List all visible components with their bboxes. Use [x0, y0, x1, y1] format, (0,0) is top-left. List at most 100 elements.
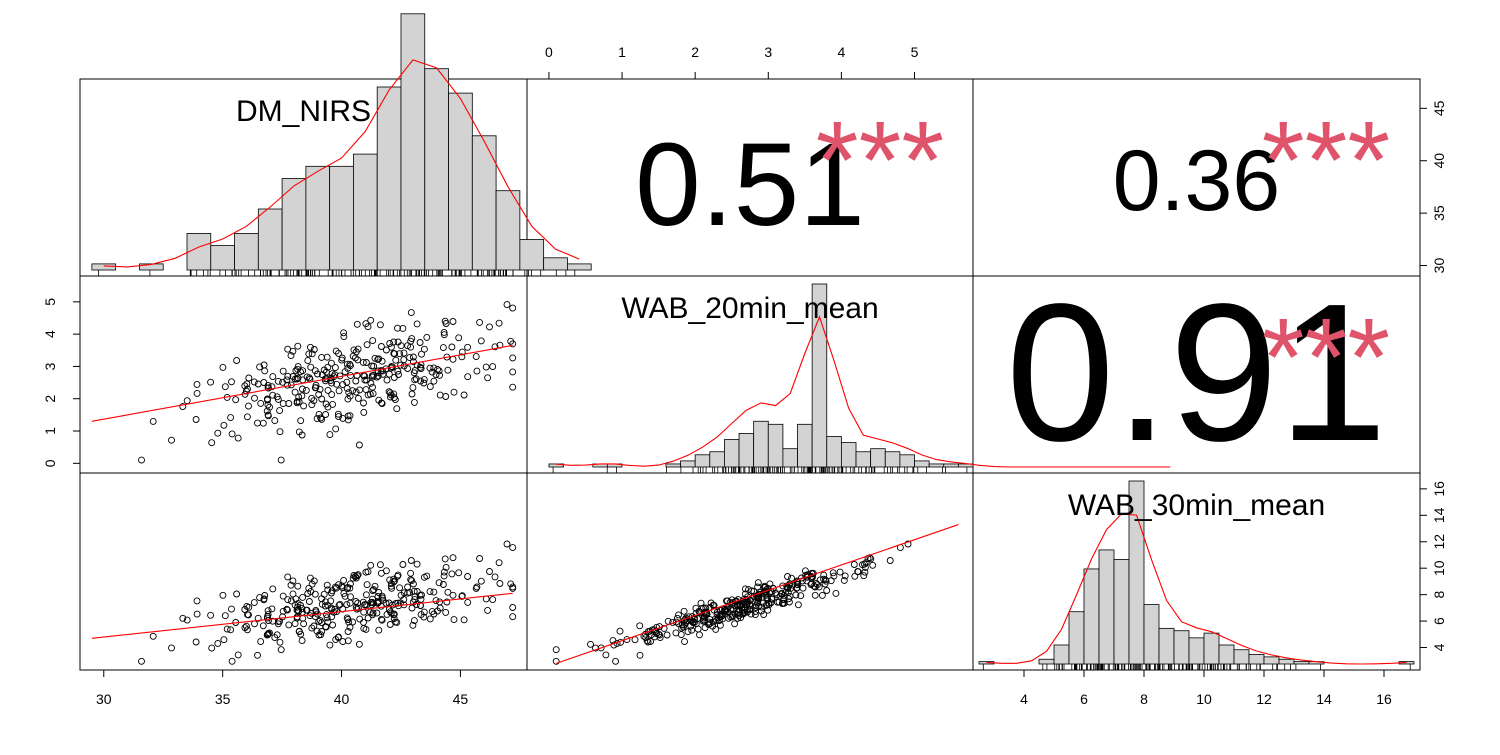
data-point	[221, 383, 229, 391]
data-point	[440, 572, 448, 580]
data-point	[374, 372, 382, 380]
data-point	[731, 620, 739, 628]
data-point	[809, 573, 817, 581]
data-point	[259, 419, 267, 427]
data-point	[264, 607, 272, 615]
tick-label: 5	[42, 298, 58, 306]
data-point	[318, 353, 326, 361]
data-point	[335, 601, 343, 609]
data-point	[420, 379, 428, 387]
correlation-1: 0.36***	[1113, 99, 1390, 229]
data-point	[850, 561, 858, 568]
data-point	[393, 618, 401, 626]
data-point	[413, 320, 421, 328]
data-point	[386, 576, 394, 584]
data-point	[426, 383, 434, 391]
data-point	[335, 387, 343, 395]
data-point	[251, 394, 258, 402]
data-point	[233, 590, 241, 598]
data-point	[344, 637, 352, 645]
data-point	[233, 357, 241, 364]
data-point	[207, 378, 215, 386]
data-point	[420, 376, 428, 384]
data-point	[208, 644, 216, 652]
tick-label: 3	[764, 44, 772, 60]
histogram-bar	[680, 460, 696, 468]
data-point	[587, 640, 594, 648]
data-point	[265, 617, 272, 624]
data-point	[355, 441, 363, 449]
data-point	[298, 637, 306, 645]
data-point	[360, 624, 368, 632]
data-point	[473, 367, 481, 375]
data-point	[220, 636, 228, 644]
data-point	[356, 386, 364, 394]
data-point	[287, 352, 295, 360]
tick-label: 1	[618, 44, 626, 60]
data-point	[376, 561, 384, 569]
data-point	[257, 399, 265, 407]
data-point	[269, 585, 277, 593]
data-point	[168, 436, 175, 444]
tick-label: 14	[1431, 507, 1447, 523]
data-point	[283, 605, 291, 613]
data-point	[489, 596, 497, 604]
data-point	[444, 366, 452, 374]
data-point	[335, 413, 342, 421]
data-point	[760, 611, 768, 619]
data-point	[294, 365, 302, 373]
data-point	[449, 554, 457, 562]
data-point	[254, 614, 262, 622]
data-point	[214, 639, 222, 647]
data-point	[299, 367, 307, 375]
data-point	[339, 381, 347, 389]
data-point	[279, 367, 287, 375]
tick-label: 10	[1196, 691, 1212, 707]
data-point	[399, 561, 407, 568]
tick-label: 35	[215, 691, 231, 707]
data-point	[332, 347, 340, 355]
data-point	[343, 614, 351, 622]
data-point	[458, 353, 466, 361]
data-point	[394, 571, 402, 579]
data-point	[484, 606, 492, 614]
histogram-bar	[91, 263, 117, 271]
data-point	[354, 345, 362, 353]
data-point	[323, 353, 331, 361]
axis-layer: 30 35 40 45 4 6 8 10 12 14 160 1 2 3 4 5012345303540454…	[42, 44, 1447, 707]
data-point	[832, 589, 840, 597]
data-point	[430, 364, 438, 372]
data-point	[367, 379, 375, 387]
data-point	[310, 622, 318, 630]
data-point	[305, 584, 313, 592]
data-point	[444, 588, 452, 596]
data-point	[818, 591, 826, 599]
data-point	[228, 430, 236, 438]
data-point	[378, 615, 385, 623]
data-point	[455, 569, 463, 577]
data-point	[291, 375, 299, 383]
data-point	[260, 379, 268, 386]
tick-label: 45	[1431, 100, 1447, 116]
tick-label: 4	[837, 44, 845, 60]
data-point	[450, 388, 458, 396]
data-point	[304, 590, 312, 597]
data-point	[631, 636, 639, 644]
data-point	[378, 399, 385, 407]
data-point	[426, 588, 434, 596]
data-point	[320, 366, 328, 374]
tick-label: 4	[1431, 643, 1447, 651]
data-point	[867, 555, 875, 563]
data-point	[324, 386, 332, 394]
data-point	[410, 587, 418, 595]
histogram-bar	[424, 68, 449, 271]
data-point	[435, 367, 443, 375]
data-point	[343, 601, 351, 609]
data-point	[808, 569, 816, 577]
tick-label: 5	[911, 44, 919, 60]
data-point	[241, 624, 249, 632]
data-point	[343, 384, 351, 392]
data-point	[331, 364, 339, 372]
